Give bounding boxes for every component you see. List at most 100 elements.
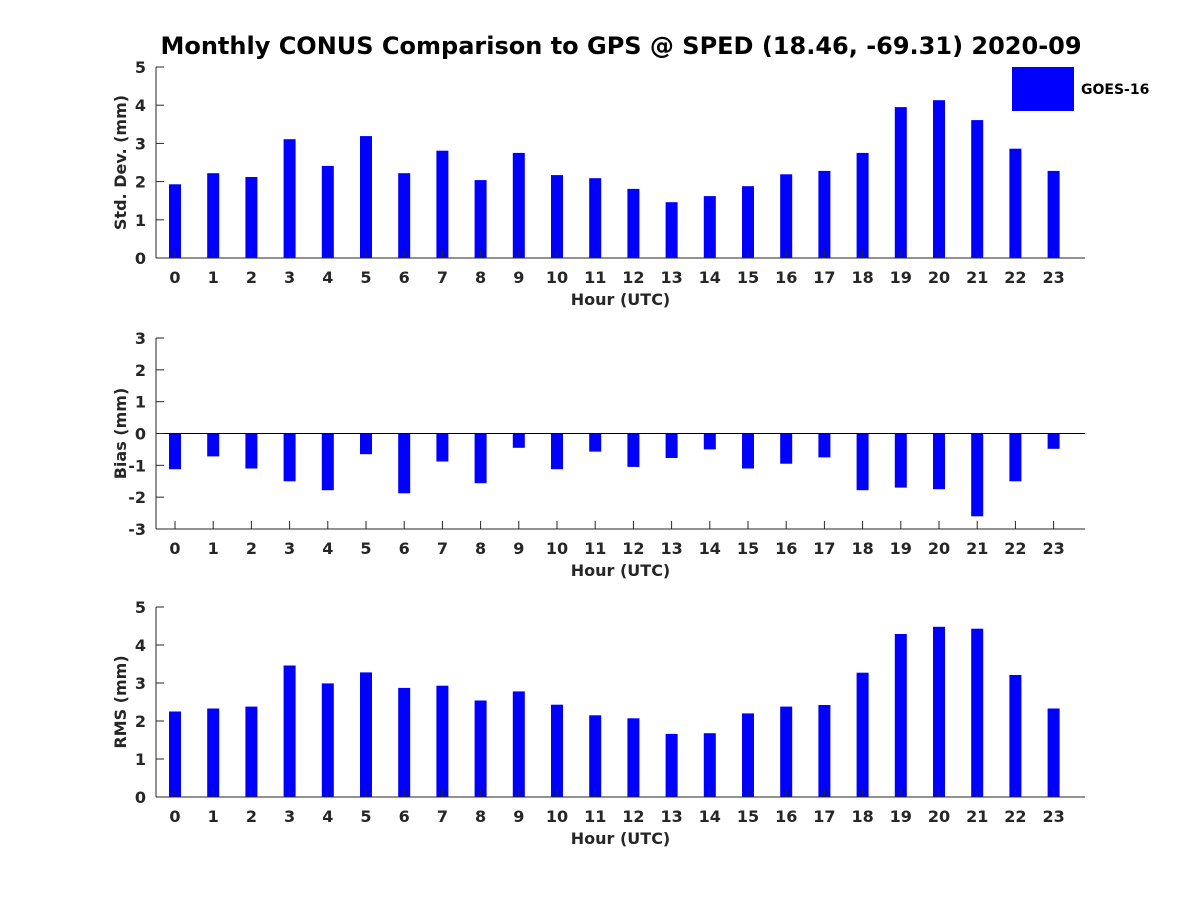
bar-bias-hour-12 bbox=[627, 433, 640, 467]
bar-std-dev-hour-22 bbox=[1009, 148, 1022, 258]
bars-rms bbox=[169, 626, 1060, 797]
bar-bias-hour-17 bbox=[818, 433, 831, 458]
y-tick-label: 1 bbox=[135, 393, 146, 412]
x-tick-label: 4 bbox=[322, 807, 333, 826]
x-tick-label: 0 bbox=[169, 268, 180, 287]
panel-rms: 0 1 2 3 4 5 6 7 8 9 10 11 12 13 14 15 16 17 18 19 20 21 22 2301… bbox=[111, 598, 1085, 848]
bar-rms-hour-4 bbox=[321, 683, 334, 797]
bar-bias-hour-18 bbox=[856, 433, 869, 491]
bar-bias-hour-2 bbox=[245, 433, 258, 469]
legend-swatch bbox=[1012, 67, 1074, 111]
bar-bias-hour-19 bbox=[894, 433, 907, 488]
bar-bias-hour-1 bbox=[207, 433, 220, 457]
x-tick-label: 17 bbox=[813, 807, 835, 826]
x-tick-label: 16 bbox=[775, 268, 797, 287]
x-tick-label: 4 bbox=[322, 539, 333, 558]
bar-rms-hour-8 bbox=[474, 700, 487, 797]
x-tick-label: 9 bbox=[513, 539, 524, 558]
bar-std-dev-hour-23 bbox=[1047, 170, 1060, 258]
x-tick-label: 19 bbox=[890, 807, 912, 826]
bar-rms-hour-11 bbox=[589, 715, 602, 797]
y-tick-label: 2 bbox=[135, 361, 146, 380]
x-tick-label: 0 bbox=[169, 539, 180, 558]
bar-std-dev-hour-4 bbox=[321, 165, 334, 258]
y-tick-label: 3 bbox=[135, 134, 146, 153]
y-tick-label: 1 bbox=[135, 211, 146, 230]
bar-bias-hour-20 bbox=[933, 433, 945, 490]
y-tick-label: 2 bbox=[135, 712, 146, 731]
x-tick-label: 2 bbox=[246, 539, 257, 558]
bar-std-dev-hour-17 bbox=[818, 170, 831, 258]
bar-rms-hour-0 bbox=[169, 711, 181, 797]
y-tick-label: -1 bbox=[128, 456, 146, 475]
x-tick-label: 0 bbox=[169, 807, 180, 826]
x-tick-label: 22 bbox=[1004, 807, 1026, 826]
y-tick-label: -3 bbox=[128, 520, 146, 539]
bar-std-dev-hour-12 bbox=[627, 188, 640, 258]
x-tick-label: 11 bbox=[584, 807, 606, 826]
x-axis-label: Hour (UTC) bbox=[571, 561, 671, 580]
bar-bias-hour-16 bbox=[780, 433, 793, 464]
x-tick-label: 17 bbox=[813, 539, 835, 558]
panel-bias: 0 1 2 3 4 5 6 7 8 9 10 11 12 13 14 15 16 17 18 19 20 21 22 23-3… bbox=[111, 329, 1085, 580]
bar-bias-hour-11 bbox=[589, 433, 602, 452]
bars-std-dev bbox=[169, 100, 1060, 258]
bar-rms-hour-9 bbox=[512, 691, 525, 797]
bar-bias-hour-9 bbox=[512, 433, 525, 448]
x-tick-label: 15 bbox=[737, 807, 759, 826]
bar-std-dev-hour-6 bbox=[398, 173, 411, 258]
x-tick-label: 3 bbox=[284, 807, 295, 826]
x-tick-label: 16 bbox=[775, 807, 797, 826]
bar-std-dev-hour-11 bbox=[589, 178, 602, 258]
y-tick-label: 3 bbox=[135, 674, 146, 693]
bar-std-dev-hour-15 bbox=[742, 186, 754, 258]
bar-rms-hour-1 bbox=[207, 708, 220, 797]
x-tick-label: 5 bbox=[360, 807, 371, 826]
x-tick-label: 22 bbox=[1004, 268, 1026, 287]
x-tick-label: 23 bbox=[1042, 539, 1064, 558]
y-tick-label: 4 bbox=[135, 96, 146, 115]
panel-std-dev: 0 1 2 3 4 5 6 7 8 9 10 11 12 13 14 15 16 17 18 19 20 21 22 2301… bbox=[111, 58, 1085, 309]
y-tick-label: 5 bbox=[135, 58, 146, 77]
y-tick-label: 1 bbox=[135, 750, 146, 769]
bar-rms-hour-12 bbox=[627, 718, 640, 797]
x-tick-label: 7 bbox=[437, 807, 448, 826]
x-tick-label: 14 bbox=[699, 539, 721, 558]
bar-rms-hour-14 bbox=[703, 733, 716, 797]
x-tick-label: 7 bbox=[437, 539, 448, 558]
x-tick-label: 21 bbox=[966, 268, 988, 287]
bar-std-dev-hour-1 bbox=[207, 173, 220, 258]
x-tick-label: 22 bbox=[1004, 539, 1026, 558]
bar-bias-hour-21 bbox=[971, 433, 984, 517]
bar-rms-hour-7 bbox=[436, 685, 449, 797]
bar-rms-hour-3 bbox=[283, 665, 296, 797]
legend-label: GOES-16 bbox=[1081, 82, 1149, 98]
bar-std-dev-hour-3 bbox=[283, 139, 296, 258]
x-tick-label: 5 bbox=[360, 539, 371, 558]
x-tick-label: 20 bbox=[928, 807, 950, 826]
bar-rms-hour-6 bbox=[398, 687, 411, 797]
bar-std-dev-hour-21 bbox=[971, 120, 984, 258]
bar-std-dev-hour-14 bbox=[703, 196, 716, 258]
chart-title: Monthly CONUS Comparison to GPS @ SPED (… bbox=[160, 32, 1081, 60]
bar-rms-hour-13 bbox=[665, 733, 678, 797]
x-tick-label: 13 bbox=[660, 807, 682, 826]
y-axis-label: Bias (mm) bbox=[111, 388, 130, 480]
y-tick-label: 2 bbox=[135, 173, 146, 192]
y-tick-label: 0 bbox=[135, 425, 146, 444]
x-axis-label: Hour (UTC) bbox=[571, 290, 671, 309]
bar-std-dev-hour-20 bbox=[933, 100, 945, 258]
y-tick-label: 5 bbox=[135, 598, 146, 617]
x-tick-label: 10 bbox=[546, 807, 568, 826]
x-tick-label: 9 bbox=[513, 268, 524, 287]
y-tick-label: -2 bbox=[128, 488, 146, 507]
bar-rms-hour-17 bbox=[818, 705, 831, 797]
x-tick-label: 11 bbox=[584, 268, 606, 287]
x-tick-label: 12 bbox=[622, 807, 644, 826]
bar-bias-hour-8 bbox=[474, 433, 487, 484]
y-tick-label: 3 bbox=[135, 329, 146, 348]
x-axis-label: Hour (UTC) bbox=[571, 829, 671, 848]
bar-std-dev-hour-13 bbox=[665, 202, 678, 258]
bar-bias-hour-23 bbox=[1047, 433, 1060, 449]
